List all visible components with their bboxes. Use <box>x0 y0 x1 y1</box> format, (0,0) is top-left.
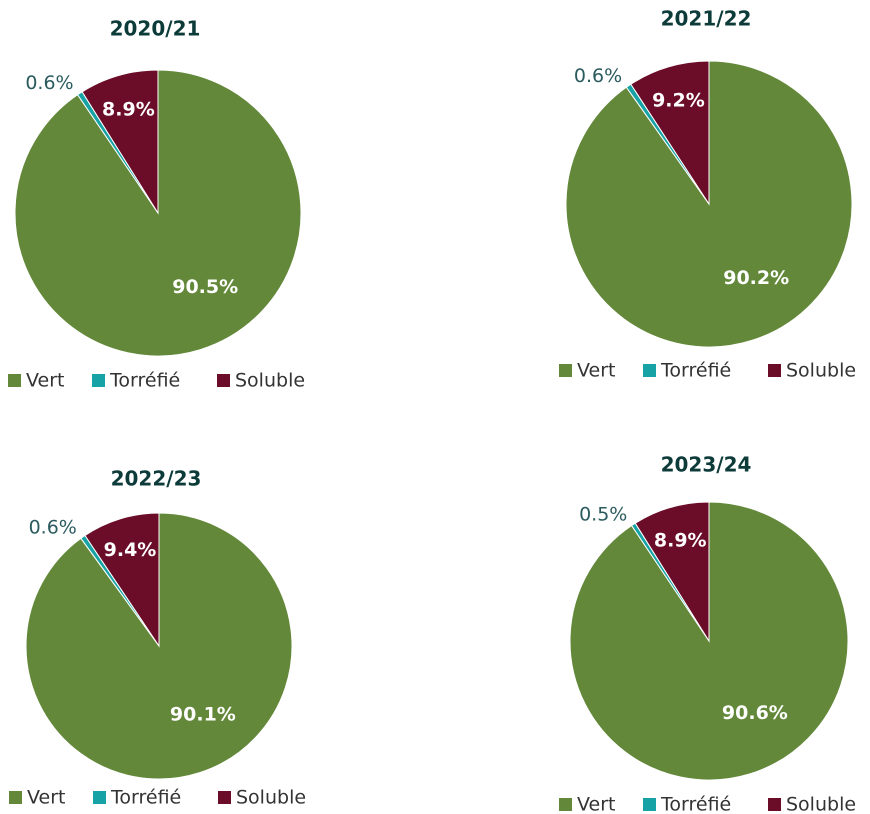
data-label: 0.6% <box>25 72 73 94</box>
chart-title: 2021/22 <box>661 7 752 31</box>
legend-label: Vert <box>27 787 65 809</box>
legend-swatch <box>643 364 656 377</box>
legend-swatch <box>643 798 656 811</box>
data-label: 9.2% <box>652 90 705 112</box>
legend-label: Torréfié <box>660 360 731 382</box>
chart-title: 2020/21 <box>110 17 201 41</box>
legend-label: Soluble <box>786 794 856 814</box>
pie-slice <box>565 60 853 348</box>
data-label: 8.9% <box>654 529 707 551</box>
data-label: 90.5% <box>172 276 238 298</box>
legend-label: Vert <box>577 360 615 382</box>
legend-label: Torréfié <box>110 787 181 809</box>
data-label: 0.6% <box>574 65 622 87</box>
legend-label: Soluble <box>786 360 856 382</box>
legend-swatch <box>8 374 21 387</box>
data-label: 9.4% <box>104 539 157 561</box>
data-label: 8.9% <box>102 98 155 120</box>
legend-swatch <box>559 364 572 377</box>
data-label: 90.1% <box>170 704 236 726</box>
legend-swatch <box>9 791 22 804</box>
data-label: 90.2% <box>723 267 789 289</box>
legend-label: Torréfié <box>109 370 180 392</box>
pie-slice <box>630 60 710 206</box>
legend-swatch <box>768 798 781 811</box>
pie-slice <box>84 512 160 648</box>
chart-title: 2023/24 <box>661 453 752 477</box>
legend-label: Vert <box>577 794 615 814</box>
legend-label: Torréfié <box>660 794 731 814</box>
legend-swatch <box>92 374 105 387</box>
data-label: 0.6% <box>29 517 77 539</box>
pie-slice <box>81 69 159 215</box>
data-label: 0.5% <box>579 504 627 526</box>
legend-label: Soluble <box>235 370 305 392</box>
pie-slice <box>634 501 710 643</box>
legend-swatch <box>218 791 231 804</box>
chart-title: 2022/23 <box>111 467 202 491</box>
data-label: 90.6% <box>722 702 788 724</box>
legend-swatch <box>217 374 230 387</box>
legend-label: Vert <box>26 370 64 392</box>
legend-swatch <box>559 798 572 811</box>
legend-label: Soluble <box>236 787 306 809</box>
legend-swatch <box>768 364 781 377</box>
legend-swatch <box>93 791 106 804</box>
